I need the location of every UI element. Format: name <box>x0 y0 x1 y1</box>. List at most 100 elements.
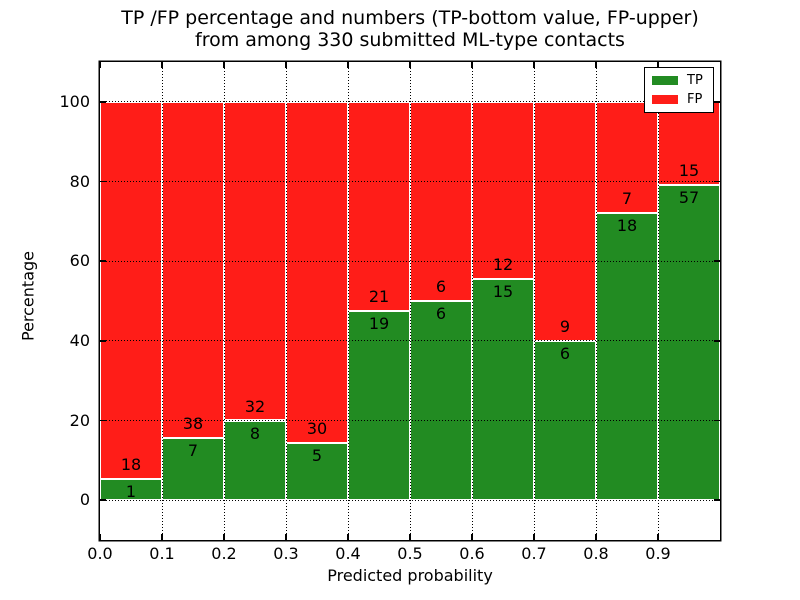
fp-bar-segment <box>162 101 224 439</box>
x-tick-bottom <box>471 534 473 540</box>
x-tick-bottom <box>161 534 163 540</box>
x-tick-top <box>533 62 535 68</box>
fp-bar-segment <box>100 101 162 480</box>
tp-bar-count-label: 18 <box>616 216 638 236</box>
legend-entry-tp: TP <box>652 74 713 87</box>
y-tick-left <box>100 340 106 342</box>
tp-bar-count-label: 6 <box>559 343 571 363</box>
legend-entry-fp: FP <box>652 93 713 106</box>
x-gridline <box>161 62 163 540</box>
x-tick-label: 0.4 <box>335 544 361 563</box>
x-gridline <box>223 62 225 540</box>
fp-bar-count-label: 15 <box>678 160 700 180</box>
tp-bar-count-label: 19 <box>368 313 390 333</box>
y-tick-label: 60 <box>69 251 90 271</box>
fp-bar-count-label: 32 <box>244 396 266 416</box>
x-tick-top <box>223 62 225 68</box>
x-tick-top <box>99 62 101 68</box>
tp-bar-count-label: 6 <box>435 304 447 323</box>
x-gridline <box>347 62 349 540</box>
tp-bar-segment <box>596 213 658 501</box>
fp-bar-segment <box>286 101 348 444</box>
y-tick-right <box>714 419 720 422</box>
tp-bar-segment <box>410 301 472 501</box>
tp-bar-count-label: 15 <box>492 281 514 301</box>
x-tick-label: 0.1 <box>149 544 175 563</box>
y-tick-label: 20 <box>69 410 90 430</box>
tp-bar-segment <box>286 443 348 501</box>
chart-title-line2: from among 330 submitted ML-type contact… <box>195 29 625 51</box>
x-tick-label: 0.6 <box>459 544 485 563</box>
x-tick-label: 0.5 <box>397 544 423 563</box>
fp-bar-count-label: 21 <box>368 286 390 306</box>
x-tick-label: 0.2 <box>211 544 237 563</box>
y-tick-right <box>714 180 720 183</box>
x-tick-top <box>471 62 473 68</box>
y-tick-left <box>100 101 106 103</box>
y-tick-right <box>714 340 720 342</box>
tp-legend-label: TP <box>687 73 703 88</box>
fp-bar-count-label: 38 <box>182 414 204 434</box>
y-tick-right <box>714 260 720 262</box>
fp-bar-count-label: 18 <box>120 455 142 475</box>
fp-bar-count-label: 6 <box>435 277 447 296</box>
x-tick-top <box>161 62 163 68</box>
fp-swatch-icon <box>652 95 678 104</box>
x-gridline <box>595 62 597 540</box>
y-tick-left <box>100 419 106 422</box>
fp-bar-segment <box>596 101 658 214</box>
x-tick-label: 0.3 <box>273 544 299 563</box>
x-tick-label: 0.0 <box>87 544 113 563</box>
legend: TP FP <box>644 67 714 113</box>
x-tick-bottom <box>223 534 225 540</box>
fp-legend-label: FP <box>687 92 703 107</box>
x-gridline <box>533 62 535 540</box>
x-tick-bottom <box>347 534 349 540</box>
tp-bar-segment <box>224 420 286 501</box>
x-tick-top <box>595 62 597 68</box>
chart-title-line1: TP /FP percentage and numbers (TP-bottom… <box>121 7 699 29</box>
y-tick-right <box>714 499 720 501</box>
plot-area: 18 1 38 7 32 8 30 5 21 19 6 6 12 15 9 6 7 18 15 57 <box>99 62 720 540</box>
tp-bar-count-label: 7 <box>187 441 199 461</box>
y-tick-left <box>100 180 106 183</box>
x-tick-bottom <box>533 534 535 540</box>
tp-bar-segment <box>658 184 720 501</box>
fp-bar-count-label: 30 <box>306 419 328 439</box>
y-tick-right <box>714 101 720 103</box>
x-tick-bottom <box>657 534 659 540</box>
x-gridline <box>471 62 473 540</box>
fp-bar-segment <box>658 101 720 185</box>
x-tick-bottom <box>595 534 597 540</box>
fp-bar-segment <box>348 101 410 311</box>
tp-swatch-icon <box>652 76 678 85</box>
y-tick-left <box>100 499 106 501</box>
x-tick-label: 0.9 <box>645 544 671 563</box>
x-axis-label: Predicted probability <box>327 566 493 585</box>
y-tick-left <box>100 260 106 262</box>
fp-bar-count-label: 9 <box>559 316 571 336</box>
x-tick-top <box>409 62 411 68</box>
x-tick-label: 0.8 <box>583 544 609 563</box>
tp-bar-count-label: 57 <box>678 187 700 207</box>
tp-bar-segment <box>348 310 410 501</box>
x-tick-top <box>347 62 349 68</box>
y-tick-label: 40 <box>69 330 90 350</box>
tp-bar-count-label: 5 <box>311 446 323 466</box>
tp-bar-segment <box>472 278 534 501</box>
x-tick-bottom <box>99 534 101 540</box>
fp-bar-segment <box>410 101 472 301</box>
fp-bar-segment <box>534 101 596 341</box>
tp-bar-count-label: 1 <box>125 482 137 502</box>
y-tick-label: 100 <box>59 91 90 111</box>
fp-bar-segment <box>472 101 534 279</box>
x-gridline <box>285 62 287 540</box>
x-tick-bottom <box>409 534 411 540</box>
y-tick-label: 0 <box>79 490 90 510</box>
x-tick-bottom <box>285 534 287 540</box>
tp-bar-segment <box>162 438 224 501</box>
fp-bar-count-label: 12 <box>492 254 514 274</box>
y-tick-label: 80 <box>69 171 90 191</box>
chart-title: TP /FP percentage and numbers (TP-bottom… <box>100 7 720 51</box>
